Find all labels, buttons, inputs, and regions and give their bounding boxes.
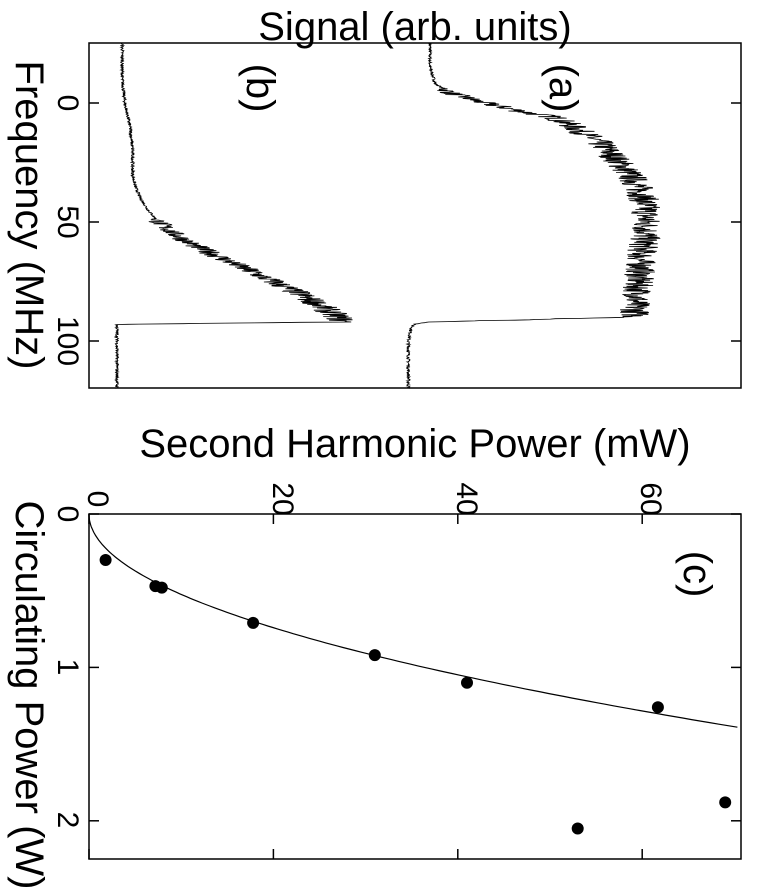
panel-top: Signal (arb. units) Frequency (MHz) (a) … — [7, 5, 742, 389]
panel-bottom-ticks — [88, 513, 741, 859]
data-point-0 — [99, 554, 112, 566]
bot-xtick-label-2: 2 — [51, 812, 84, 829]
bot-xtick-label-1: 1 — [51, 659, 84, 676]
panel-bottom-fit — [88, 514, 738, 728]
panel-bottom-ylabel: Second Harmonic Power (mW) — [139, 422, 690, 466]
fit-curve — [88, 514, 738, 728]
panel-top-ticks — [89, 102, 741, 342]
data-point-7 — [719, 796, 732, 809]
bot-xtick-label-0: 0 — [51, 506, 84, 523]
panel-bottom: Second Harmonic Power (mW) Circulating P… — [7, 422, 742, 890]
panel-top-curves — [113, 43, 661, 389]
bot-ytick-label-20: 20 — [266, 482, 299, 515]
top-xtick-label-0: 0 — [51, 95, 84, 112]
panel-bottom-points — [99, 554, 732, 835]
panel-label-b: (b) — [238, 64, 282, 113]
panel-top-frame — [88, 42, 742, 389]
series-b-line — [113, 43, 353, 389]
bot-ytick-label-40: 40 — [450, 482, 483, 515]
panel-bottom-frame — [88, 513, 742, 860]
panel-top-ylabel: Signal (arb. units) — [258, 5, 571, 49]
panel-label-a: (a) — [541, 64, 585, 113]
panel-bottom-xlabel: Circulating Power (W) — [7, 501, 51, 890]
top-xtick-label-100: 100 — [51, 316, 84, 366]
data-point-2 — [155, 581, 168, 594]
data-point-5 — [461, 676, 473, 689]
data-point-3 — [247, 616, 260, 629]
panel-top-xlabel: Frequency (MHz) — [7, 61, 51, 370]
bot-ytick-label-60: 60 — [634, 482, 667, 515]
data-point-4 — [368, 649, 381, 662]
data-point-8 — [571, 822, 584, 835]
data-point-6 — [651, 701, 664, 714]
bot-ytick-label-0: 0 — [81, 491, 114, 508]
panel-label-c: (c) — [675, 551, 719, 598]
top-xtick-label-50: 50 — [51, 205, 84, 238]
series-a-line — [405, 43, 661, 389]
